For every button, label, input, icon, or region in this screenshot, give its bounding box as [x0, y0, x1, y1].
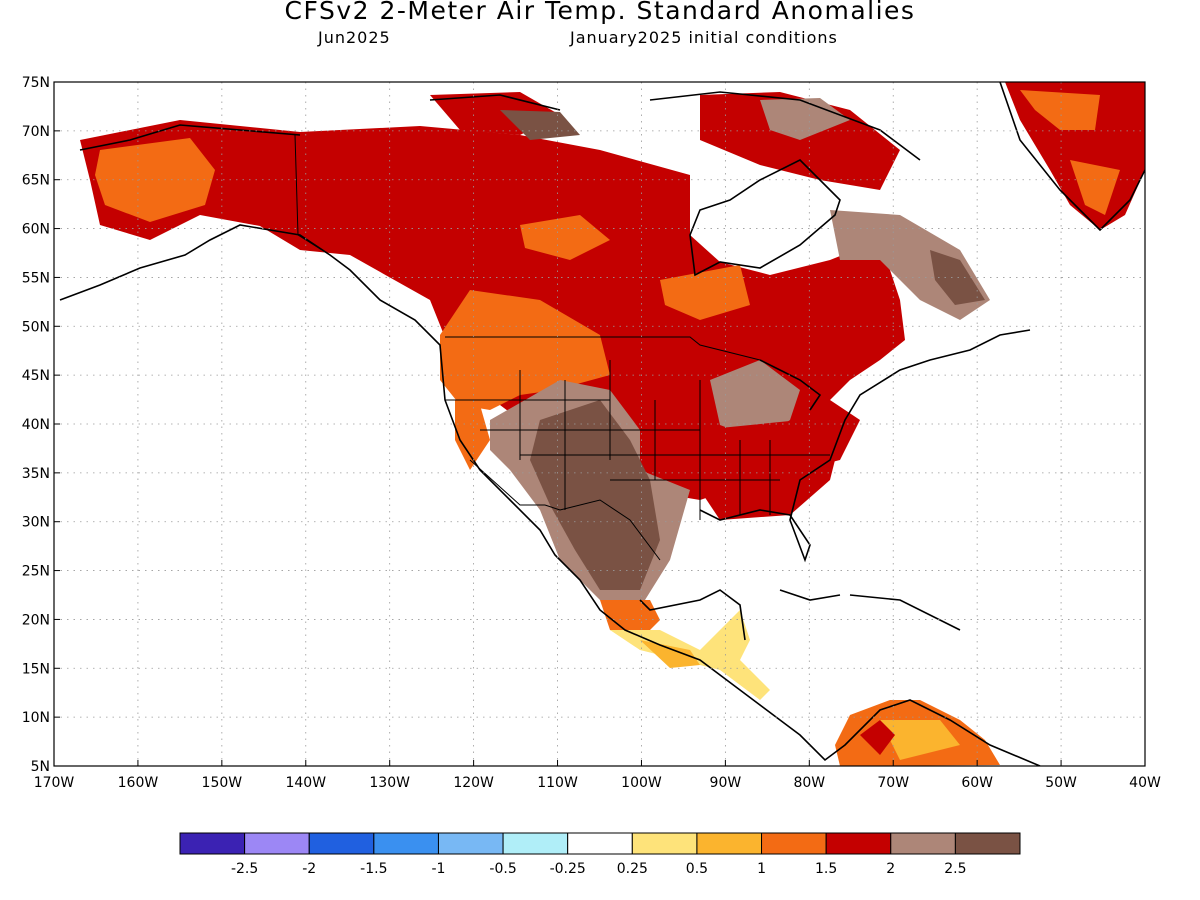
political-borders — [294, 134, 830, 561]
lat-label: 50N — [22, 319, 50, 335]
lat-label: 30N — [22, 515, 50, 531]
lon-label: 80W — [793, 775, 825, 791]
lon-label: 90W — [710, 775, 742, 791]
colorbar-swatch — [502, 832, 569, 855]
colorbar-label: -0.25 — [550, 861, 586, 877]
lat-label: 35N — [22, 466, 50, 482]
lon-label: 100W — [621, 775, 662, 791]
colorbar-label: 2.5 — [944, 861, 966, 877]
colorbar: -2.5 -2 -1.5 -1 -0.5 -0.25 0.25 0.5 1 1.5 2 2.5 — [179, 832, 1021, 877]
axis-labels: 75N 70N 65N 60N 55N 50N 45N 40N 35N 30N 25N 20N 15N 1… — [22, 75, 1161, 791]
lat-label: 60N — [22, 222, 50, 238]
lat-label: 70N — [22, 124, 50, 140]
lon-label: 50W — [1045, 775, 1077, 791]
lat-label: 15N — [22, 661, 50, 677]
lat-label: 20N — [22, 612, 50, 628]
colorbar-label: 0.25 — [617, 861, 648, 877]
colorbar-label: 1.5 — [815, 861, 837, 877]
lat-label: 5N — [31, 759, 50, 775]
lat-label: 45N — [22, 368, 50, 384]
colorbar-swatch — [825, 832, 892, 855]
lon-label: 110W — [537, 775, 578, 791]
colorbar-label: 0.5 — [686, 861, 708, 877]
lon-label: 130W — [369, 775, 410, 791]
lon-label: 70W — [877, 775, 909, 791]
colorbar-label: -2 — [302, 861, 316, 877]
lon-label: 140W — [285, 775, 326, 791]
colorbar-label: 1 — [757, 861, 766, 877]
lon-label: 120W — [453, 775, 494, 791]
colorbar-swatch — [437, 832, 504, 855]
colorbar-swatch — [179, 832, 246, 855]
colorbar-swatch — [696, 832, 763, 855]
lat-label: 25N — [22, 564, 50, 580]
lat-label: 10N — [22, 710, 50, 726]
lon-label: 170W — [34, 775, 75, 791]
anomaly-shading — [80, 82, 1145, 766]
colorbar-swatch — [890, 832, 956, 855]
colorbar-label: -2.5 — [231, 861, 258, 877]
lat-label: 40N — [22, 417, 50, 433]
valid-month: Jun2025 — [318, 28, 391, 47]
lon-label: 40W — [1129, 775, 1161, 791]
lon-label: 160W — [118, 775, 159, 791]
colorbar-swatch — [373, 832, 439, 855]
lat-label: 65N — [22, 173, 50, 189]
colorbar-label: -1.5 — [360, 861, 387, 877]
colorbar-swatch — [761, 832, 827, 855]
colorbar-swatch — [954, 832, 1021, 855]
lon-label: 60W — [961, 775, 993, 791]
colorbar-label: -1 — [431, 861, 445, 877]
coastlines — [59, 82, 1145, 766]
colorbar-swatch — [567, 832, 633, 855]
colorbar-swatch — [631, 832, 698, 855]
initial-conditions: January2025 initial conditions — [570, 28, 838, 47]
colorbar-label: 2 — [886, 861, 895, 877]
lat-label: 55N — [22, 270, 50, 286]
map-title: CFSv2 2-Meter Air Temp. Standard Anomali… — [284, 0, 916, 25]
colorbar-label: -0.5 — [489, 861, 516, 877]
lat-label: 75N — [22, 75, 50, 91]
colorbar-swatch — [244, 832, 310, 855]
colorbar-swatch — [308, 832, 375, 855]
lon-label: 150W — [202, 775, 243, 791]
